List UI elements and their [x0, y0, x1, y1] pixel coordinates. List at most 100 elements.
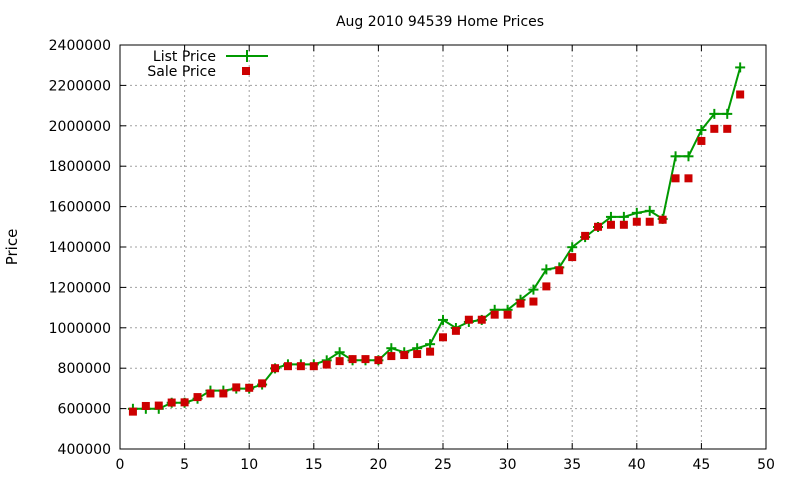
sale-price-point	[671, 174, 680, 183]
list-price-point	[618, 211, 629, 222]
sale-price-point	[219, 389, 228, 398]
y-tick-label: 1600000	[49, 200, 111, 216]
list-price-point	[670, 151, 681, 162]
x-tick-label: 20	[369, 457, 387, 473]
sale-price-point	[736, 90, 745, 99]
legend-marker-list-price	[241, 50, 253, 62]
grid-layer	[120, 45, 766, 449]
sale-price-point	[684, 174, 693, 183]
sale-price-point	[451, 326, 460, 335]
sale-price-point	[710, 124, 719, 133]
sale-price-point	[154, 401, 163, 410]
sale-price-point	[335, 357, 344, 366]
list-price-line	[132, 67, 742, 410]
y-tick-label: 1800000	[49, 159, 111, 175]
sale-price-point	[503, 310, 512, 319]
legend-label-sale-price: Sale Price	[147, 64, 216, 80]
legend-marker-sale-price	[242, 67, 250, 75]
sale-price-point	[348, 355, 357, 364]
sale-price-point	[581, 231, 590, 240]
x-tick-label: 50	[757, 457, 775, 473]
list-price-point	[567, 242, 578, 253]
list-price-point	[425, 339, 436, 350]
sale-price-point	[167, 398, 176, 407]
sale-price-point	[697, 136, 706, 145]
sale-price-point	[296, 362, 305, 371]
y-tick-label: 2200000	[49, 78, 111, 94]
y-tick-label: 2400000	[49, 38, 111, 54]
x-tick-label: 10	[240, 457, 258, 473]
sale-price-point	[361, 355, 370, 364]
sale-price-point	[632, 217, 641, 226]
y-tick-label: 400000	[58, 442, 111, 458]
sale-price-point	[594, 222, 603, 231]
x-tick-label: 5	[180, 457, 189, 473]
x-tick-label: 25	[434, 457, 452, 473]
sale-price-point	[128, 407, 137, 416]
sale-price-point	[180, 398, 189, 407]
list-price-point	[631, 207, 642, 218]
sale-price-point	[606, 220, 615, 229]
sale-price-point	[374, 356, 383, 365]
list-price-point	[722, 108, 733, 119]
sale-price-point	[193, 393, 202, 402]
tick-layer: 0 5 10 15 20 25 30 35 40 45 50 400000 600000 800000 10…	[49, 38, 775, 473]
x-tick-label: 35	[563, 457, 581, 473]
sale-price-point	[271, 364, 280, 373]
list-price-point	[644, 205, 655, 216]
sale-price-point	[477, 315, 486, 324]
legend-label-list-price: List Price	[153, 49, 216, 65]
x-tick-label: 0	[116, 457, 125, 473]
list-price-point	[438, 314, 448, 325]
sale-price-point	[309, 362, 318, 371]
y-tick-label: 2000000	[49, 119, 111, 135]
sale-price-point	[245, 383, 254, 392]
legend: List Price Sale Price	[147, 49, 268, 80]
list-price-point	[334, 347, 345, 358]
list-price-point	[386, 343, 397, 354]
sale-price-point	[322, 360, 331, 369]
y-axis-label: Price	[3, 229, 21, 266]
y-tick-label: 800000	[58, 361, 111, 377]
sale-price-point	[413, 350, 422, 359]
sale-price-point	[555, 266, 564, 275]
list-price-point	[683, 151, 694, 162]
y-tick-label: 600000	[58, 402, 111, 418]
sale-price-point	[464, 315, 473, 324]
sale-price-point	[619, 220, 628, 229]
sale-price-point	[516, 299, 525, 308]
sale-price-point	[542, 282, 551, 291]
list-price-point	[541, 264, 552, 275]
sale-price-point	[400, 351, 409, 360]
sale-price-point	[658, 215, 667, 224]
list-price-point	[528, 284, 539, 295]
list-price-point	[735, 62, 746, 73]
list-price-point	[709, 108, 720, 119]
sale-price-point	[206, 389, 215, 398]
sale-price-point	[645, 217, 654, 226]
sale-price-point	[439, 333, 447, 342]
list-price-point	[696, 125, 707, 136]
y-tick-label: 1400000	[49, 240, 111, 256]
sale-price-point	[723, 124, 732, 133]
x-tick-label: 30	[499, 457, 517, 473]
series-layer	[127, 62, 746, 416]
x-tick-label: 15	[305, 457, 323, 473]
sale-price-point	[387, 352, 396, 361]
sale-price-point	[490, 310, 499, 319]
y-tick-label: 1200000	[49, 280, 111, 296]
sale-price-point	[426, 347, 435, 356]
sale-price-point	[568, 253, 577, 262]
y-tick-label: 1000000	[49, 321, 111, 337]
chart-title: Aug 2010 94539 Home Prices	[336, 14, 544, 30]
sale-price-point	[283, 362, 292, 371]
x-tick-label: 40	[628, 457, 646, 473]
sale-price-point	[232, 383, 241, 392]
sale-price-point	[529, 297, 538, 306]
list-price-point	[605, 211, 616, 222]
sale-price-point	[141, 401, 150, 410]
sale-price-point	[258, 379, 267, 388]
x-tick-label: 45	[692, 457, 710, 473]
